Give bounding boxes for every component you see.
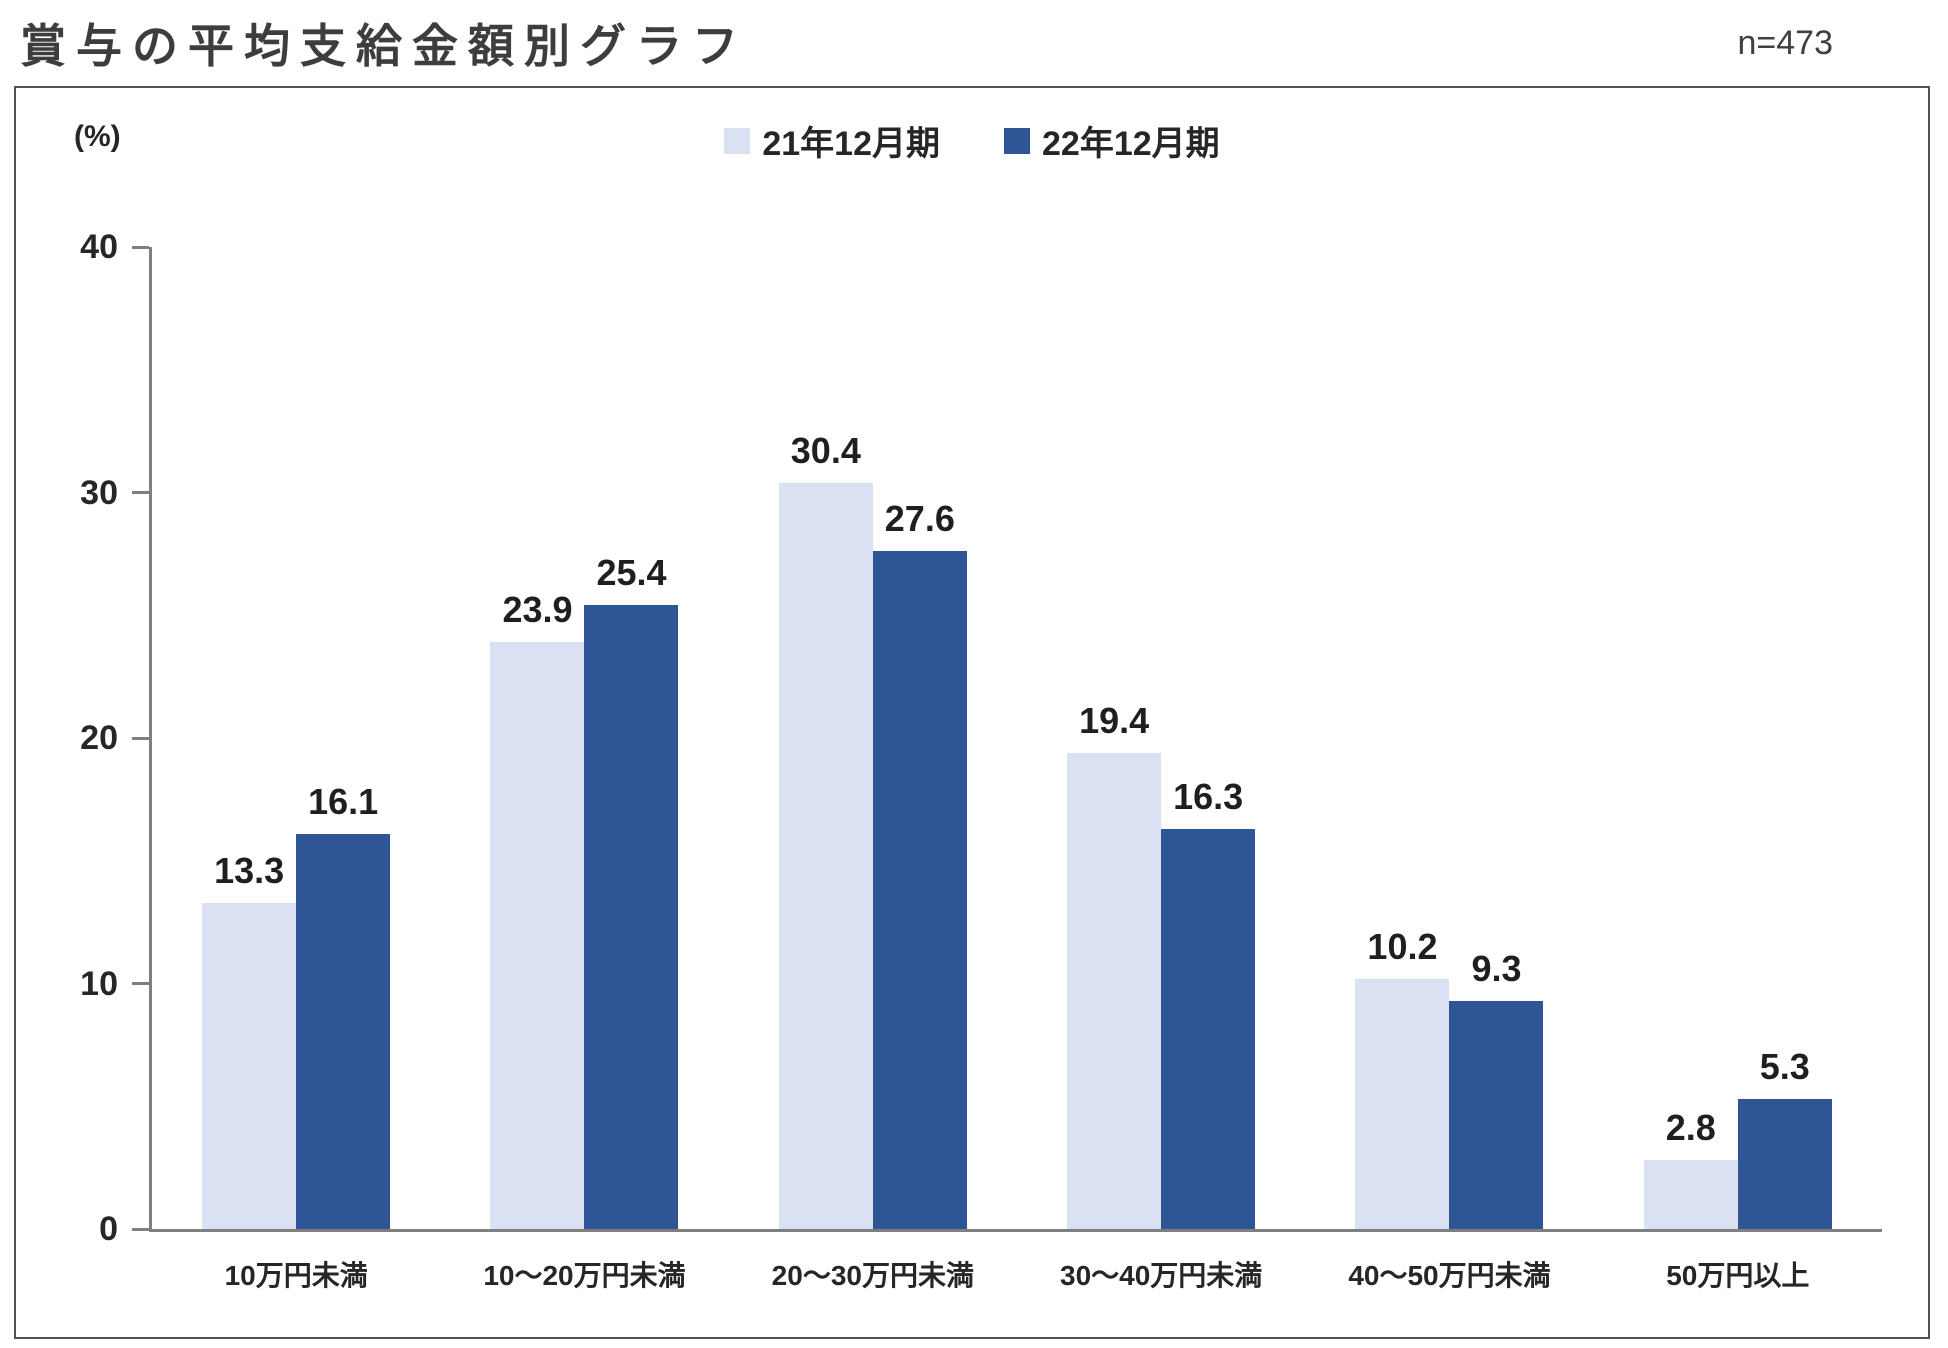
category-label: 40～50万円未満 <box>1348 1260 1551 1291</box>
barwrap-s0-c4: 10.2 <box>1355 928 1450 1229</box>
category-label: 10～20万円未満 <box>483 1260 686 1291</box>
bar-21年12月期-30～40万円未満 <box>1067 752 1162 1229</box>
bar-21年12月期-10万円未満 <box>202 902 297 1229</box>
barwrap-s1-c0: 16.1 <box>296 783 391 1229</box>
bar-21年12月期-40～50万円未満 <box>1355 978 1450 1229</box>
bar-value-label: 13.3 <box>214 849 285 891</box>
bar-22年12月期-10～20万円未満 <box>584 605 679 1229</box>
bar-value-label: 27.6 <box>884 498 955 540</box>
bar-value-label: 16.3 <box>1173 775 1244 817</box>
y-tick-mark <box>132 736 149 740</box>
bar-value-label: 5.3 <box>1759 1045 1810 1087</box>
bar-22年12月期-50万円以上 <box>1737 1098 1832 1229</box>
barwrap-s0-c3: 19.4 <box>1067 702 1162 1229</box>
bar-21年12月期-10～20万円未満 <box>490 642 585 1229</box>
bar-group-3: 19.4 16.3 <box>1017 247 1305 1229</box>
legend-item-22: 22年12月期 <box>1004 116 1220 165</box>
y-tick-mark <box>132 1227 149 1231</box>
category-label: 50万円以上 <box>1666 1260 1810 1291</box>
x-axis-line <box>149 1229 1882 1232</box>
barwrap-s1-c2: 27.6 <box>872 501 967 1229</box>
bar-value-label: 23.9 <box>502 589 573 631</box>
category-label: 10万円未満 <box>224 1260 368 1291</box>
y-axis-unit-label: (%) <box>74 120 121 153</box>
legend-label-21: 21年12月期 <box>762 125 940 163</box>
legend-item-21: 21年12月期 <box>724 116 940 165</box>
category-label: 30～40万円未満 <box>1060 1260 1263 1291</box>
bar-value-label: 30.4 <box>790 429 861 471</box>
y-tick-label: 0 <box>99 1210 118 1248</box>
sample-size-label: n=473 <box>1737 24 1834 62</box>
barwrap-s0-c5: 2.8 <box>1643 1110 1738 1229</box>
barwrap-s1-c5: 5.3 <box>1737 1048 1832 1229</box>
bar-group-4: 10.2 9.3 <box>1305 247 1593 1229</box>
bar-21年12月期-20～30万円未満 <box>778 482 873 1229</box>
y-tick-mark <box>132 491 149 494</box>
legend-swatch-22 <box>1004 127 1030 154</box>
bar-group-1: 23.9 25.4 <box>440 247 728 1229</box>
y-tick-label: 10 <box>80 964 118 1003</box>
bar-22年12月期-40～50万円未満 <box>1449 1000 1544 1229</box>
bar-groups: 13.3 16.1 23.9 25.4 30.4 27.6 19.4 16.3 10.2 9.3 2… <box>152 247 1882 1229</box>
x-axis-category-labels: 10万円未満 10～20万円未満 20～30万円未満 30～40万円未満 40～50万円… <box>152 1254 1882 1294</box>
y-tick-label: 30 <box>80 473 118 512</box>
chart-legend: 21年12月期 22年12月期 <box>16 116 1928 165</box>
y-tick-label: 20 <box>80 719 118 757</box>
category-label: 20～30万円未満 <box>771 1260 974 1291</box>
y-axis-line <box>149 247 152 1232</box>
barwrap-s0-c2: 30.4 <box>778 432 873 1229</box>
bar-value-label: 16.1 <box>308 780 379 822</box>
y-tick-mark <box>132 245 149 249</box>
barwrap-s1-c1: 25.4 <box>584 555 679 1229</box>
bar-value-label: 2.8 <box>1665 1107 1716 1149</box>
bar-group-2: 30.4 27.6 <box>729 247 1017 1229</box>
barwrap-s1-c4: 9.3 <box>1449 950 1544 1229</box>
bar-21年12月期-50万円以上 <box>1643 1160 1738 1229</box>
bar-22年12月期-30～40万円未満 <box>1161 828 1256 1229</box>
y-tick-mark <box>132 982 149 985</box>
bar-value-label: 10.2 <box>1367 925 1438 967</box>
barwrap-s0-c1: 23.9 <box>490 592 585 1229</box>
bar-value-label: 25.4 <box>596 552 667 594</box>
legend-swatch-21 <box>724 127 751 154</box>
barwrap-s0-c0: 13.3 <box>202 852 297 1229</box>
bar-22年12月期-20～30万円未満 <box>872 551 967 1229</box>
chart-container: 21年12月期 22年12月期 (%) 13.3 16.1 23.9 25.4 30.4… <box>14 86 1930 1339</box>
bar-value-label: 9.3 <box>1471 947 1522 989</box>
bar-22年12月期-10万円未満 <box>296 833 391 1229</box>
legend-label-22: 22年12月期 <box>1042 125 1220 163</box>
y-tick-label: 40 <box>80 228 118 266</box>
bar-group-0: 13.3 16.1 <box>152 247 440 1229</box>
page-title: 賞与の平均支給金額別グラフ <box>20 20 748 72</box>
bar-value-label: 19.4 <box>1079 699 1150 741</box>
barwrap-s1-c3: 16.3 <box>1161 778 1256 1229</box>
bar-group-5: 2.8 5.3 <box>1594 247 1882 1229</box>
plot-area: 13.3 16.1 23.9 25.4 30.4 27.6 19.4 16.3 10.2 9.3 2… <box>80 230 1882 1246</box>
